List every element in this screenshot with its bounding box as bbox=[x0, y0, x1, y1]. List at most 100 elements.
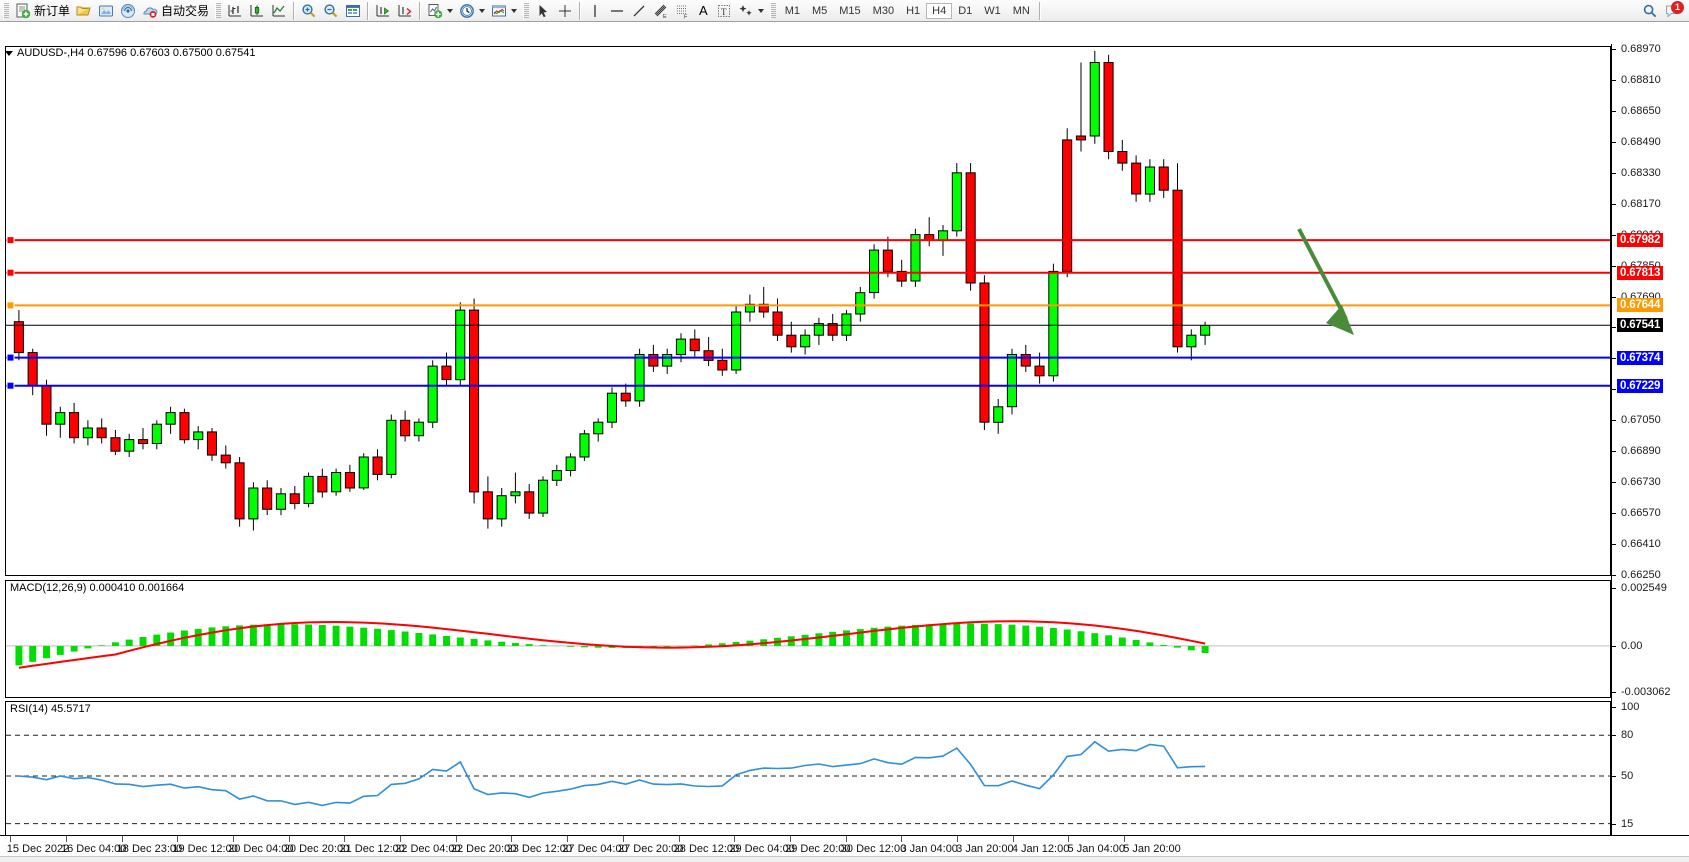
collapse-triangle-icon[interactable] bbox=[5, 50, 13, 56]
timeframe-m5[interactable]: M5 bbox=[811, 4, 828, 17]
search-button[interactable] bbox=[1639, 1, 1661, 21]
price-tick bbox=[1612, 110, 1616, 112]
time-tick-label: 22 Dec 20:00 bbox=[450, 843, 517, 855]
time-tick bbox=[734, 836, 736, 842]
toolbar-grip-3[interactable] bbox=[523, 2, 530, 19]
chevron-down-icon-4[interactable] bbox=[757, 8, 764, 13]
templates-button[interactable] bbox=[488, 1, 520, 21]
toolbar-grip[interactable] bbox=[3, 2, 9, 19]
notification-button[interactable]: 1 bbox=[1661, 0, 1684, 21]
news-button[interactable] bbox=[95, 1, 117, 21]
chevron-down-icon-2[interactable] bbox=[479, 8, 486, 13]
data-window-button[interactable] bbox=[342, 1, 364, 21]
crosshair-button[interactable] bbox=[554, 1, 576, 21]
equidistant-channel-button[interactable]: E bbox=[650, 1, 672, 21]
indicators-button[interactable] bbox=[424, 1, 456, 21]
timeframe-group: M1 M5 M15 M30 H1 H4 D1 W1 MN bbox=[779, 2, 1036, 19]
zoom-out-button[interactable] bbox=[320, 1, 342, 21]
svg-text:F: F bbox=[684, 14, 688, 19]
price-tick bbox=[1612, 482, 1616, 484]
macd-pane[interactable]: MACD(12,26,9) 0.000410 0.001664 bbox=[5, 580, 1611, 698]
price-level-tag[interactable]: 0.67644 bbox=[1617, 298, 1664, 313]
timeframe-d1[interactable]: D1 bbox=[958, 4, 973, 17]
zoom-in-button[interactable] bbox=[298, 1, 320, 21]
time-tick-label: 22 Dec 04:00 bbox=[395, 843, 461, 855]
time-tick bbox=[1012, 836, 1014, 842]
toolbar-separator-3 bbox=[419, 1, 422, 20]
vertical-line-button[interactable] bbox=[584, 1, 606, 21]
time-tick bbox=[901, 836, 903, 842]
macd-tick bbox=[1612, 692, 1616, 693]
price-tick-label: 0.68490 bbox=[1621, 135, 1661, 148]
fibonacci-icon: F bbox=[675, 3, 691, 20]
candlestick-chart-button[interactable] bbox=[246, 1, 268, 21]
vertical-line-icon bbox=[587, 3, 603, 19]
new-order-button[interactable]: 新订单 bbox=[12, 1, 73, 21]
price-tick-label: 0.68170 bbox=[1621, 197, 1661, 210]
macd-tick-label: -0.003062 bbox=[1621, 686, 1671, 698]
timeframe-mn[interactable]: MN bbox=[1012, 4, 1030, 17]
symbol-ohlc-text: AUDUSD-,H4 0.67596 0.67603 0.67500 0.675… bbox=[17, 47, 256, 59]
timeframe-m30[interactable]: M30 bbox=[872, 4, 895, 17]
rsi-pane[interactable]: RSI(14) 45.5717 bbox=[5, 701, 1611, 853]
price-level-tag[interactable]: 0.67813 bbox=[1617, 265, 1664, 280]
toolbar-grip-2[interactable] bbox=[215, 2, 222, 19]
price-level-tag[interactable]: 0.67982 bbox=[1617, 233, 1664, 248]
price-axis[interactable]: 0.68970 0.68810 0.68650 0.68490 0.68330 0.681… bbox=[1611, 43, 1689, 862]
time-tick-label: 15 Dec 2022 bbox=[6, 843, 70, 855]
autotrade-button[interactable]: 自动交易 bbox=[139, 1, 212, 21]
shapes-button[interactable] bbox=[735, 1, 767, 21]
text-button[interactable]: A bbox=[694, 1, 713, 21]
price-tick bbox=[1612, 265, 1616, 267]
fibonacci-button[interactable]: F bbox=[672, 1, 694, 21]
price-tick bbox=[1612, 203, 1616, 205]
chevron-down-icon-3[interactable] bbox=[511, 8, 518, 13]
toolbar-grip-4[interactable] bbox=[769, 2, 776, 19]
macd-tick-label: 0.002549 bbox=[1621, 582, 1667, 594]
price-level-tag[interactable]: 0.67229 bbox=[1617, 378, 1664, 393]
signals-button[interactable] bbox=[117, 1, 139, 21]
time-tick bbox=[455, 836, 457, 842]
projection-arrow bbox=[1297, 228, 1354, 335]
price-tick bbox=[1612, 513, 1616, 515]
text-label-button[interactable]: T bbox=[713, 1, 735, 21]
price-tick-label: 0.66250 bbox=[1621, 569, 1661, 581]
chevron-down-icon[interactable] bbox=[447, 8, 454, 13]
cursor-button[interactable] bbox=[532, 1, 554, 21]
chart-area[interactable]: AUDUSD-,H4 0.67596 0.67603 0.67500 0.675… bbox=[0, 22, 1689, 862]
timeframe-h4[interactable]: H4 bbox=[926, 2, 953, 19]
svg-text:E: E bbox=[663, 14, 667, 19]
horizontal-line-button[interactable] bbox=[606, 1, 628, 21]
price-level-tag[interactable]: 0.67374 bbox=[1617, 350, 1664, 365]
folder-button[interactable] bbox=[73, 1, 95, 21]
crosshair-icon bbox=[557, 3, 573, 19]
macd-tick bbox=[1612, 588, 1616, 589]
chart-shift-button[interactable] bbox=[394, 1, 416, 21]
rsi-label: RSI(14) 45.5717 bbox=[10, 703, 91, 715]
time-tick-label: 5 Jan 20:00 bbox=[1123, 843, 1181, 855]
time-tick bbox=[622, 836, 624, 842]
time-tick-label: 19 Dec 12:00 bbox=[172, 843, 238, 855]
timeframe-h1[interactable]: H1 bbox=[906, 4, 921, 17]
timeframe-w1[interactable]: W1 bbox=[984, 4, 1001, 17]
time-tick-label: 4 Jan 12:00 bbox=[1011, 843, 1070, 855]
time-axis-scrollbar[interactable] bbox=[0, 856, 1689, 862]
time-tick-label: 18 Dec 23:00 bbox=[116, 843, 183, 855]
bar-chart-button[interactable] bbox=[224, 1, 246, 21]
indicators-icon bbox=[427, 3, 443, 19]
time-tick bbox=[1068, 836, 1070, 842]
price-level-tag[interactable]: 0.67541 bbox=[1617, 318, 1664, 333]
templates-icon bbox=[491, 3, 507, 19]
time-tick bbox=[845, 836, 847, 842]
price-tick-label: 0.67050 bbox=[1621, 414, 1661, 427]
periods-button[interactable] bbox=[456, 1, 488, 21]
auto-scroll-button[interactable] bbox=[372, 1, 394, 21]
price-pane[interactable] bbox=[5, 46, 1611, 576]
time-tick bbox=[177, 836, 179, 842]
line-chart-button[interactable] bbox=[268, 1, 290, 21]
timeframe-m15[interactable]: M15 bbox=[839, 4, 861, 17]
time-tick-label: 29 Dec 04:00 bbox=[729, 843, 795, 855]
timeframe-m1[interactable]: M1 bbox=[784, 4, 800, 17]
trendline-button[interactable] bbox=[628, 1, 650, 21]
price-tick bbox=[1612, 327, 1616, 329]
